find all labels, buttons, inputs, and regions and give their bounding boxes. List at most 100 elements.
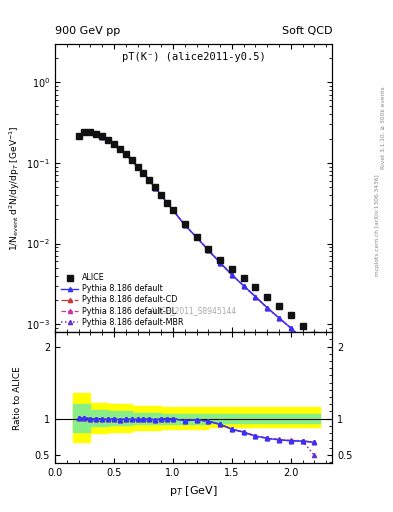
Pythia 8.186 default: [300, 336, 305, 342]
Pythia 8.186 default-DL: [265, 305, 270, 311]
Pythia 8.186 default: [265, 305, 270, 311]
Pythia 8.186 default: [76, 133, 81, 139]
Pythia 8.186 default-DL: [94, 131, 99, 137]
ALICE: [94, 131, 99, 137]
Pythia 8.186 default-CD: [265, 305, 270, 311]
Pythia 8.186 default: [230, 272, 234, 278]
Pythia 8.186 default: [182, 222, 187, 228]
Pythia 8.186 default-MBR: [218, 260, 222, 266]
Pythia 8.186 default-MBR: [253, 293, 258, 300]
ALICE: [182, 221, 187, 227]
Pythia 8.186 default-CD: [206, 247, 211, 253]
ALICE: [153, 184, 158, 190]
Legend: ALICE, Pythia 8.186 default, Pythia 8.186 default-CD, Pythia 8.186 default-DL, P: ALICE, Pythia 8.186 default, Pythia 8.18…: [59, 272, 185, 328]
Text: ALICE_2011_S8945144: ALICE_2011_S8945144: [150, 306, 237, 315]
Pythia 8.186 default-MBR: [123, 152, 128, 158]
Pythia 8.186 default: [112, 141, 116, 147]
Pythia 8.186 default-CD: [218, 260, 222, 266]
Pythia 8.186 default: [106, 137, 110, 143]
Pythia 8.186 default-DL: [165, 200, 169, 206]
ALICE: [230, 266, 234, 272]
Pythia 8.186 default-DL: [123, 152, 128, 158]
Pythia 8.186 default-DL: [277, 315, 281, 321]
Pythia 8.186 default-DL: [129, 157, 134, 163]
Text: Rivet 3.1.10, ≥ 300k events: Rivet 3.1.10, ≥ 300k events: [381, 87, 386, 169]
Pythia 8.186 default-CD: [106, 137, 110, 143]
Pythia 8.186 default-MBR: [312, 346, 317, 352]
Pythia 8.186 default: [94, 131, 99, 137]
Pythia 8.186 default: [277, 315, 281, 321]
Pythia 8.186 default-CD: [300, 336, 305, 342]
Pythia 8.186 default-DL: [112, 141, 116, 147]
Text: Soft QCD: Soft QCD: [282, 26, 332, 36]
Pythia 8.186 default-DL: [300, 336, 305, 342]
Pythia 8.186 default-MBR: [100, 134, 105, 140]
Pythia 8.186 default-CD: [194, 234, 199, 240]
Pythia 8.186 default: [206, 247, 211, 253]
Line: Pythia 8.186 default-MBR: Pythia 8.186 default-MBR: [77, 130, 316, 351]
Pythia 8.186 default-DL: [253, 293, 258, 300]
Pythia 8.186 default-CD: [123, 152, 128, 158]
Pythia 8.186 default-CD: [253, 293, 258, 300]
ALICE: [194, 233, 199, 240]
Text: mcplots.cern.ch [arXiv:1306.3436]: mcplots.cern.ch [arXiv:1306.3436]: [375, 175, 380, 276]
Pythia 8.186 default: [135, 164, 140, 170]
Pythia 8.186 default-DL: [230, 272, 234, 278]
ALICE: [288, 312, 293, 318]
ALICE: [100, 134, 105, 140]
Pythia 8.186 default-MBR: [118, 146, 122, 152]
Pythia 8.186 default: [82, 129, 87, 135]
Pythia 8.186 default-DL: [88, 130, 93, 136]
Pythia 8.186 default: [194, 234, 199, 240]
Pythia 8.186 default-CD: [288, 325, 293, 331]
Pythia 8.186 default-CD: [182, 222, 187, 228]
Pythia 8.186 default-MBR: [153, 185, 158, 191]
Pythia 8.186 default-DL: [106, 137, 110, 143]
Pythia 8.186 default-MBR: [206, 247, 211, 253]
Pythia 8.186 default: [288, 325, 293, 331]
ALICE: [265, 293, 270, 300]
Pythia 8.186 default: [88, 130, 93, 136]
Pythia 8.186 default-MBR: [288, 325, 293, 331]
Y-axis label: Ratio to ALICE: Ratio to ALICE: [13, 366, 22, 430]
Pythia 8.186 default-CD: [112, 141, 116, 147]
Pythia 8.186 default: [218, 260, 222, 266]
Pythia 8.186 default-CD: [129, 157, 134, 163]
Pythia 8.186 default-CD: [82, 129, 87, 135]
Pythia 8.186 default-DL: [182, 222, 187, 228]
Pythia 8.186 default-MBR: [82, 129, 87, 135]
Pythia 8.186 default-MBR: [300, 336, 305, 342]
Pythia 8.186 default-CD: [141, 170, 146, 177]
Pythia 8.186 default-MBR: [265, 305, 270, 311]
ALICE: [112, 141, 116, 147]
ALICE: [218, 257, 222, 263]
Pythia 8.186 default-DL: [100, 134, 105, 140]
Pythia 8.186 default-DL: [135, 164, 140, 170]
ALICE: [165, 200, 169, 206]
Pythia 8.186 default: [141, 170, 146, 177]
Pythia 8.186 default-MBR: [112, 141, 116, 147]
Pythia 8.186 default-MBR: [165, 200, 169, 206]
ALICE: [123, 151, 128, 157]
Pythia 8.186 default-CD: [94, 131, 99, 137]
Pythia 8.186 default-MBR: [88, 130, 93, 136]
Pythia 8.186 default: [153, 185, 158, 191]
Pythia 8.186 default-CD: [312, 346, 317, 352]
ALICE: [171, 207, 175, 213]
Pythia 8.186 default: [100, 134, 105, 140]
Pythia 8.186 default: [165, 200, 169, 206]
ALICE: [206, 246, 211, 252]
ALICE: [241, 275, 246, 282]
Pythia 8.186 default-MBR: [194, 234, 199, 240]
Pythia 8.186 default-MBR: [182, 222, 187, 228]
Pythia 8.186 default-MBR: [277, 315, 281, 321]
Pythia 8.186 default-MBR: [94, 131, 99, 137]
Pythia 8.186 default-DL: [82, 129, 87, 135]
Pythia 8.186 default-CD: [147, 177, 152, 183]
Text: 900 GeV pp: 900 GeV pp: [55, 26, 120, 36]
Pythia 8.186 default-DL: [147, 177, 152, 183]
ALICE: [82, 129, 87, 135]
Pythia 8.186 default-MBR: [106, 137, 110, 143]
ALICE: [88, 130, 93, 136]
Line: Pythia 8.186 default-CD: Pythia 8.186 default-CD: [77, 130, 316, 351]
